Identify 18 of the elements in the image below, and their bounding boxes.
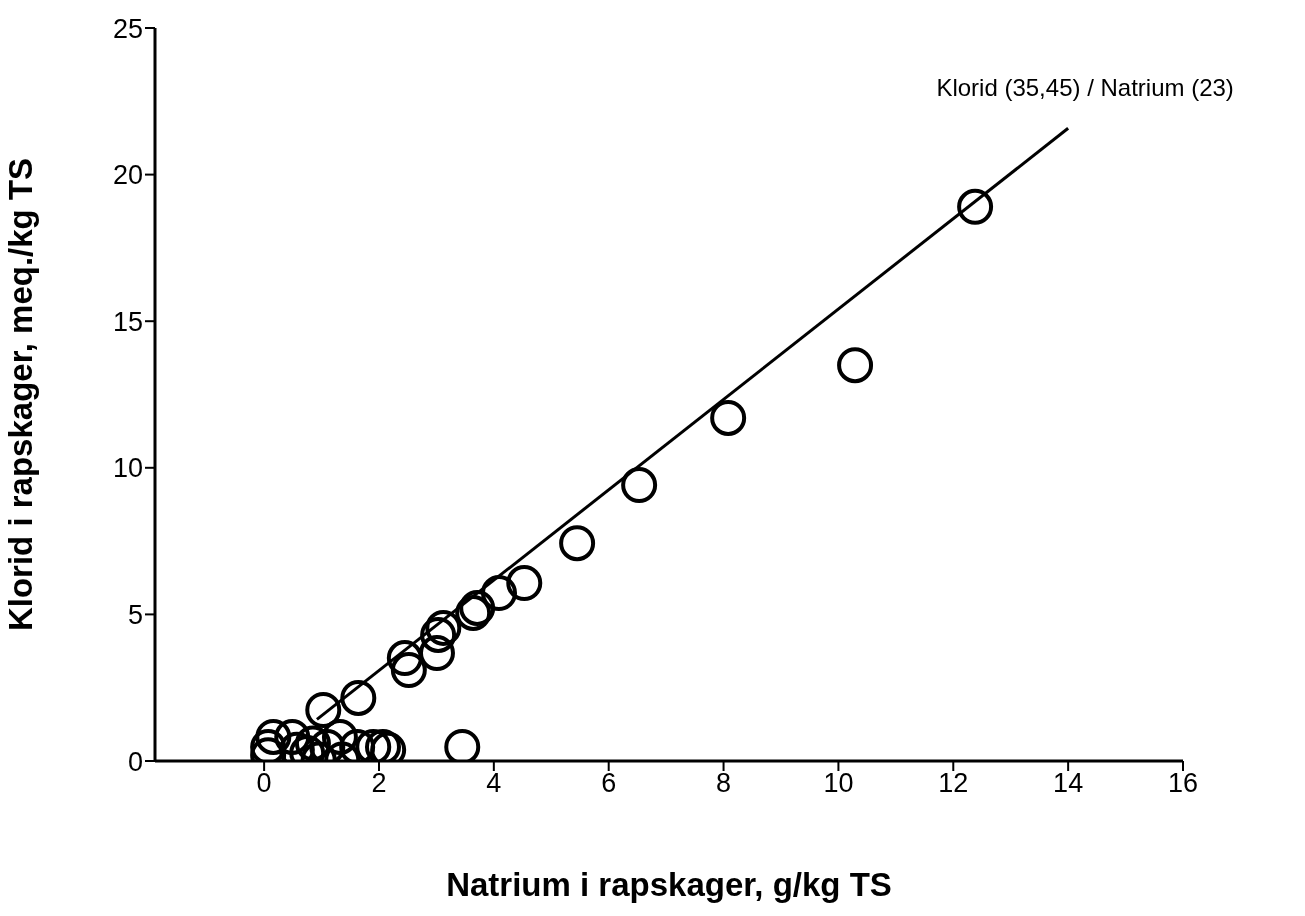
x-tick-label: 8 — [716, 768, 732, 799]
y-axis-title: Klorid i rapskager, meq./kg TS — [1, 157, 39, 632]
x-axis-title: Natrium i rapskager, g/kg TS — [446, 866, 892, 903]
x-tick-label: 4 — [486, 768, 502, 799]
annotation: Klorid (35,45) / Natrium (23) — [936, 73, 1234, 101]
y-tick-label: 10 — [112, 453, 143, 484]
y-tick-label: 0 — [127, 746, 143, 777]
x-tick-label: 2 — [371, 768, 387, 799]
x-tick-label: 14 — [1053, 768, 1084, 799]
x-tick-label: 12 — [938, 768, 969, 799]
y-tick-label: 15 — [112, 306, 143, 337]
x-tick-label: 10 — [823, 768, 854, 799]
x-tick-label: 6 — [601, 768, 617, 799]
x-tick-label: 16 — [1167, 768, 1199, 799]
y-tick-label: 25 — [112, 13, 143, 44]
y-tick-label: 20 — [112, 160, 143, 191]
y-tick-label: 5 — [127, 599, 143, 630]
x-tick-label: 0 — [256, 768, 272, 799]
